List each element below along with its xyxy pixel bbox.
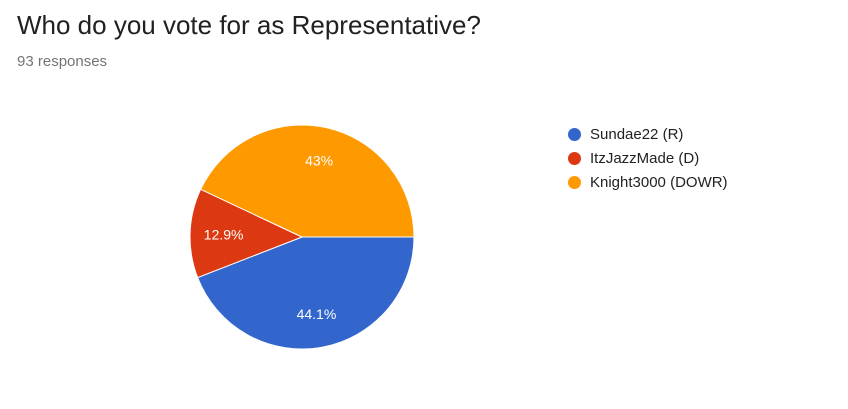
legend-item[interactable]: ItzJazzMade (D) [568, 146, 728, 170]
pie-slices [189, 124, 415, 350]
pie-slice-2[interactable] [199, 124, 415, 238]
pie-slice-label-2: 43% [305, 152, 333, 168]
legend-item[interactable]: Knight3000 (DOWR) [568, 170, 728, 194]
legend-label: Knight3000 (DOWR) [590, 173, 728, 191]
pie-slice-labels: 44.1% 12.9% 43% [204, 152, 337, 322]
legend-swatch [568, 151, 581, 165]
legend-label: ItzJazzMade (D) [590, 149, 700, 167]
pie-slice-0[interactable] [196, 236, 415, 350]
chart-legend: Sundae22 (R) ItzJazzMade (D) Knight3000 (D… [568, 122, 728, 194]
legend-item[interactable]: Sundae22 (R) [568, 122, 728, 146]
response-count: 93 responses [17, 53, 108, 70]
legend-swatch [568, 175, 581, 189]
question-title: Who do you vote for as Representative? [17, 10, 481, 40]
pie-slice-label-1: 12.9% [204, 226, 244, 242]
legend-swatch [568, 127, 581, 141]
legend-label: Sundae22 (R) [590, 125, 684, 143]
pie-slice-label-0: 44.1% [297, 306, 337, 322]
pie-slice-1[interactable] [189, 188, 304, 279]
